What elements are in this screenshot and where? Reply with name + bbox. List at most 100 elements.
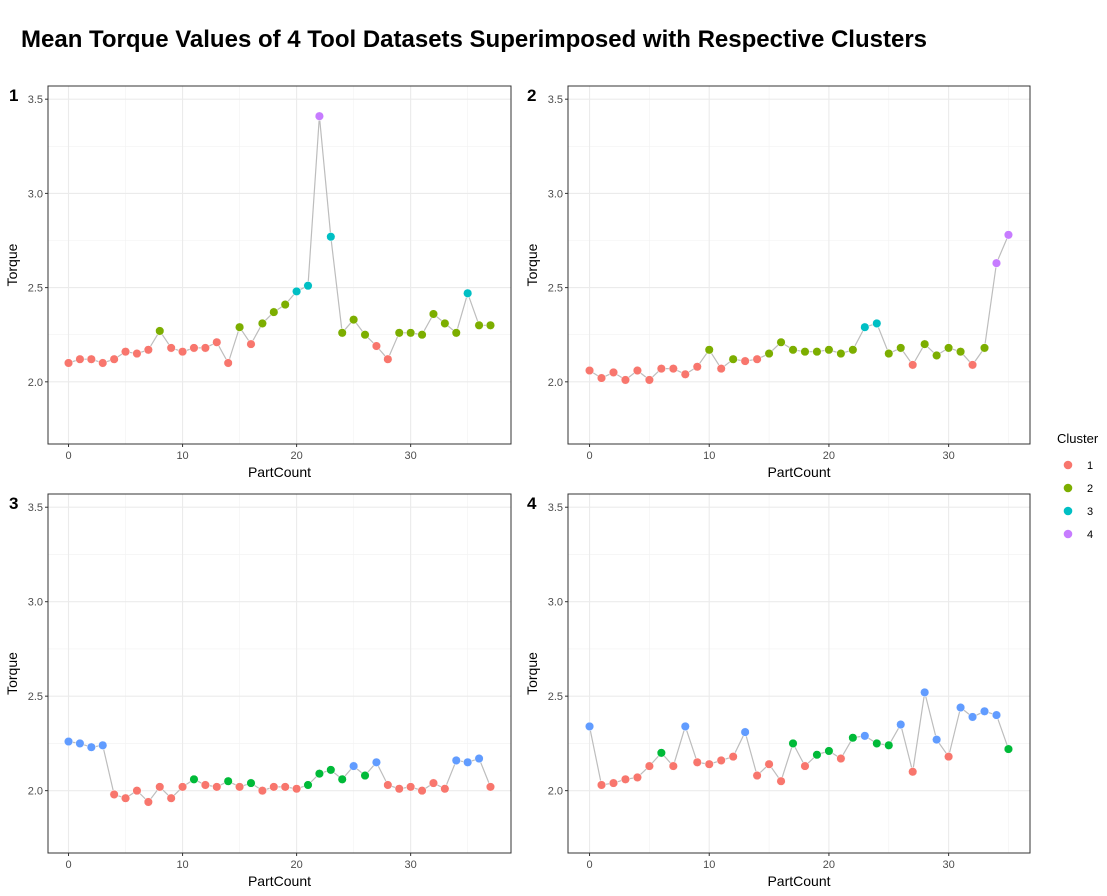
data-point	[63, 736, 74, 747]
data-point	[428, 309, 439, 319]
y-axis-title: Torque	[524, 243, 540, 286]
x-tick-label: 0	[65, 859, 71, 871]
data-point	[728, 752, 738, 762]
legend-key	[1063, 506, 1073, 516]
data-point	[824, 345, 834, 355]
legend-key	[1063, 460, 1073, 470]
data-point	[956, 702, 966, 713]
data-point	[212, 337, 222, 347]
data-point	[944, 752, 954, 762]
data-point	[235, 322, 245, 332]
data-point	[644, 375, 654, 385]
x-tick-label: 20	[290, 859, 302, 871]
y-tick-label: 3.5	[28, 502, 43, 514]
x-tick-label: 0	[586, 450, 592, 462]
data-point	[788, 345, 798, 355]
data-point	[812, 750, 822, 760]
data-point	[668, 761, 678, 771]
data-point	[223, 358, 233, 368]
data-point	[967, 360, 978, 370]
legend-label: 3	[1087, 506, 1093, 518]
x-axis-title: PartCount	[767, 873, 830, 889]
data-point	[979, 343, 990, 353]
data-point	[596, 780, 607, 790]
data-point	[991, 710, 1002, 720]
data-point	[728, 354, 738, 364]
data-point	[360, 770, 370, 781]
x-axis-title: PartCount	[248, 873, 311, 889]
data-point	[632, 772, 642, 782]
data-point	[120, 793, 131, 803]
chart-title: Mean Torque Values of 4 Tool Datasets Su…	[21, 26, 927, 53]
data-point	[212, 782, 222, 792]
data-point	[132, 786, 142, 796]
data-point	[860, 322, 870, 332]
data-point	[680, 369, 690, 379]
data-point	[292, 286, 302, 296]
x-axis-title: PartCount	[767, 464, 830, 480]
data-point	[394, 328, 404, 338]
y-axis-title: Torque	[4, 652, 20, 695]
data-point	[967, 712, 978, 722]
data-point	[143, 345, 153, 355]
y-tick-label: 2.5	[548, 691, 563, 703]
y-tick-label: 3.5	[548, 502, 563, 514]
data-point	[848, 733, 858, 743]
y-tick-label: 3.5	[28, 94, 43, 106]
data-point	[836, 753, 846, 764]
data-point	[692, 362, 702, 372]
data-point	[86, 354, 96, 364]
data-point	[788, 738, 798, 748]
y-tick-label: 3.0	[28, 597, 43, 609]
x-tick-label: 10	[176, 450, 188, 462]
legend-label: 2	[1087, 483, 1093, 495]
data-point	[872, 318, 882, 328]
data-point	[337, 774, 347, 784]
data-point	[349, 761, 359, 771]
plot-background	[48, 494, 511, 853]
legend-label: 4	[1087, 529, 1093, 541]
data-point	[474, 753, 484, 764]
data-point	[155, 782, 165, 792]
data-point	[740, 356, 750, 366]
panels-group: 2.02.53.03.50 10 20 30PartCountTorque12.02.…	[4, 85, 1031, 889]
y-tick-label: 2.5	[548, 283, 563, 295]
y-tick-label: 3.0	[28, 188, 43, 200]
data-point	[326, 232, 336, 242]
x-tick-label: 20	[823, 450, 835, 462]
data-point	[98, 358, 108, 368]
data-point	[383, 354, 393, 364]
y-tick-label: 2.0	[28, 377, 43, 389]
y-axis-title: Torque	[524, 652, 540, 695]
data-point	[440, 784, 450, 794]
data-point	[257, 318, 267, 328]
data-point	[908, 767, 918, 777]
data-point	[908, 360, 918, 370]
data-point	[776, 776, 786, 786]
data-point	[764, 759, 774, 769]
legend-key	[1063, 483, 1073, 493]
data-point	[143, 797, 153, 807]
data-point	[269, 307, 279, 317]
data-point	[257, 786, 267, 796]
data-point	[692, 757, 702, 767]
data-point	[776, 337, 786, 347]
y-tick-label: 3.0	[548, 188, 563, 200]
data-point	[269, 782, 279, 792]
data-point	[920, 687, 930, 697]
x-tick-label: 0	[65, 450, 71, 462]
data-point	[109, 789, 119, 799]
y-tick-label: 3.0	[548, 597, 563, 609]
panel-border	[47, 493, 512, 854]
data-point	[764, 349, 774, 359]
x-tick-label: 30	[405, 450, 417, 462]
data-point	[656, 364, 666, 374]
panel-label: 1	[9, 86, 18, 105]
data-point	[337, 328, 347, 338]
data-point	[451, 755, 461, 765]
data-point	[246, 778, 256, 788]
data-point	[371, 757, 381, 767]
panel-label: 3	[9, 494, 18, 513]
data-point	[109, 354, 119, 364]
data-point	[474, 320, 484, 330]
